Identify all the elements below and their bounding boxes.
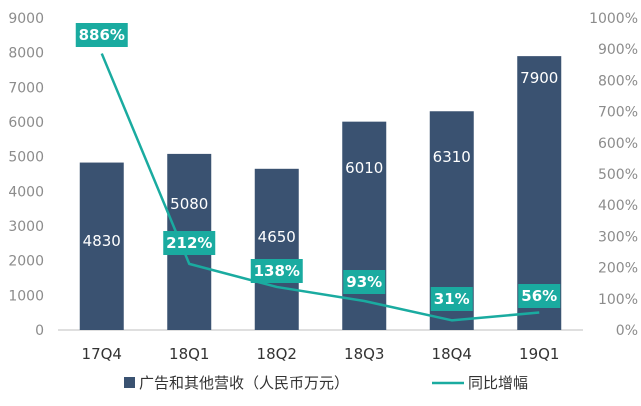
x-axis-categories: 17Q4 18Q1 18Q2 18Q3 18Q4 19Q1 [82, 345, 560, 363]
x-category-label: 19Q1 [519, 345, 559, 363]
bar [79, 162, 124, 330]
left-y-tick-label: 3000 [8, 219, 44, 235]
right-y-axis: 0% 100% 200% 300% 400% 500% 600% 700% 800% 900% 10… [589, 11, 638, 339]
bar-value-label: 5080 [170, 195, 208, 213]
left-y-tick-label: 6000 [8, 115, 44, 131]
right-y-tick-label: 100% [598, 292, 638, 308]
growth-label: 886% [79, 26, 125, 44]
left-y-tick-label: 7000 [8, 80, 44, 96]
bar-value-label: 6310 [433, 148, 471, 166]
growth-label: 212% [166, 234, 212, 252]
x-category-label: 18Q4 [432, 345, 472, 363]
bar-value-label: 4650 [258, 228, 296, 246]
bar-value-label: 6010 [345, 159, 383, 177]
right-y-tick-label: 600% [598, 136, 638, 152]
growth-label-box [163, 231, 216, 255]
growth-label-box [250, 259, 303, 283]
bar [254, 168, 299, 330]
right-y-tick-label: 1000% [589, 11, 638, 27]
bar-value-label: 4830 [83, 232, 121, 250]
left-y-tick-label: 1000 [8, 288, 44, 304]
left-y-tick-label: 9000 [8, 11, 44, 27]
growth-line-series: 886% 212% 138% 93% 31% 56% [75, 23, 561, 322]
right-y-tick-label: 700% [598, 105, 638, 121]
x-category-label: 17Q4 [82, 345, 122, 363]
growth-label: 56% [521, 287, 557, 305]
left-y-axis: 0 1000 2000 3000 4000 5000 6000 7000 8000 9000 [8, 11, 44, 339]
x-category-label: 18Q3 [344, 345, 384, 363]
growth-label: 138% [254, 262, 300, 280]
bar-series: 4830 5080 4650 6010 6310 7900 [79, 56, 562, 331]
left-y-tick-label: 4000 [8, 184, 44, 200]
growth-label: 93% [346, 273, 382, 291]
right-y-tick-label: 500% [598, 167, 638, 183]
right-y-tick-label: 400% [598, 198, 638, 214]
right-y-tick-label: 0% [616, 323, 638, 339]
growth-label: 31% [434, 290, 470, 308]
left-y-tick-label: 5000 [8, 150, 44, 166]
right-y-tick-label: 800% [598, 73, 638, 89]
left-y-tick-label: 8000 [8, 46, 44, 62]
x-category-label: 18Q1 [169, 345, 209, 363]
growth-label-box [518, 284, 561, 308]
right-y-tick-label: 900% [598, 42, 638, 58]
legend-line-label: 同比增幅 [468, 374, 528, 392]
growth-label-box [75, 23, 128, 47]
legend-bar-swatch [124, 377, 135, 388]
growth-label-box [343, 270, 386, 294]
left-y-tick-label: 2000 [8, 254, 44, 270]
growth-label-box [430, 287, 473, 311]
bar-value-label: 7900 [520, 69, 558, 87]
right-y-tick-label: 200% [598, 261, 638, 277]
right-y-tick-label: 300% [598, 229, 638, 245]
legend: 广告和其他营收（人民币万元） 同比增幅 [124, 374, 528, 392]
left-y-tick-label: 0 [35, 323, 44, 339]
x-category-label: 18Q2 [257, 345, 297, 363]
legend-bar-label: 广告和其他营收（人民币万元） [139, 374, 349, 392]
bar [342, 121, 387, 330]
growth-line [100, 53, 540, 322]
